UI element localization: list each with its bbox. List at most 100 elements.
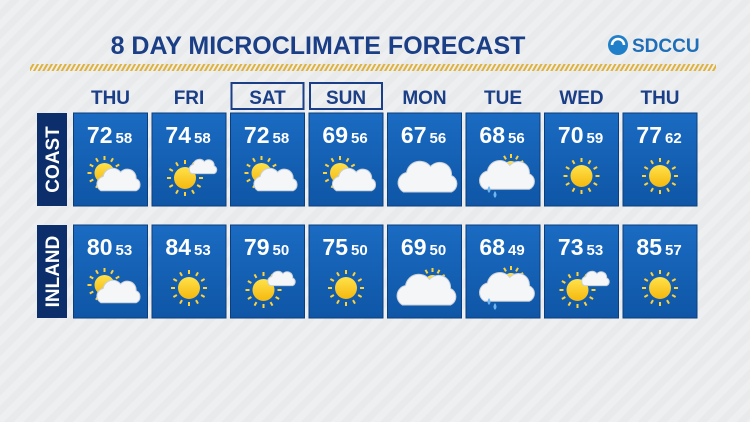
sun-ray [515, 155, 519, 160]
cloud [396, 273, 457, 306]
sun [649, 277, 671, 299]
high-temp: 72 [87, 122, 113, 148]
sun-ray [650, 159, 654, 165]
cloud [479, 272, 535, 302]
weather-icon [563, 158, 600, 194]
sun-ray [345, 157, 350, 163]
sun-ray [168, 184, 174, 188]
sun-ray [567, 273, 572, 279]
rain-drop [487, 186, 491, 193]
sun-ray [571, 159, 576, 165]
sun-ray [253, 301, 258, 307]
sun-ray [272, 163, 277, 168]
sun-ray [247, 296, 252, 300]
forecast-cell [151, 112, 227, 207]
weather-icon [397, 160, 458, 193]
weather-icon [245, 270, 296, 308]
row-label-box [37, 113, 67, 206]
low-temp: 56 [508, 130, 525, 147]
weather-icon [396, 268, 457, 306]
sun-ray [583, 301, 588, 307]
sun-ray [503, 267, 507, 272]
row-label-box [37, 225, 67, 318]
sun-ray [200, 278, 206, 282]
sun-ray [671, 166, 677, 170]
sun-ray [110, 269, 114, 275]
sun-ray [589, 296, 594, 300]
divider [30, 64, 716, 71]
cloud [267, 270, 296, 287]
sun-ray [247, 280, 252, 284]
high-temp: 70 [558, 122, 584, 148]
high-temp: 85 [636, 234, 662, 260]
sun-ray [329, 278, 335, 282]
weather-icon [244, 156, 298, 192]
sun-ray [357, 294, 363, 298]
rain-drop [493, 191, 497, 198]
sun-ray [172, 278, 178, 282]
rain-drop [493, 303, 497, 310]
forecast-cell [544, 224, 619, 319]
sun-ray [561, 280, 566, 284]
low-temp: 56 [430, 130, 447, 147]
title: 8 DAY MICROCLIMATE FORECAST [111, 32, 526, 60]
day-label: TUE [484, 88, 522, 109]
sun-ray [172, 294, 178, 298]
cloud [397, 160, 458, 193]
sun-ray [115, 163, 120, 168]
sun-ray [352, 271, 356, 277]
low-temp: 59 [587, 130, 604, 147]
cloud [96, 279, 141, 304]
sun-ray [503, 155, 507, 160]
sun-ray [567, 301, 572, 307]
sun-ray [253, 273, 258, 279]
sun-ray [650, 271, 654, 277]
low-temp: 53 [116, 242, 133, 259]
day-label: MON [402, 88, 446, 109]
sun-ray [275, 296, 280, 300]
sun-ray [89, 275, 94, 280]
sun-ray [357, 278, 363, 282]
forecast-cell [465, 112, 541, 207]
high-temp: 72 [244, 122, 270, 148]
sun-ray [175, 161, 179, 167]
day-label: SUN [326, 88, 366, 109]
cloud [581, 270, 610, 287]
low-temp: 62 [665, 130, 682, 147]
weather-icon [87, 156, 141, 192]
sun-ray [643, 278, 649, 282]
sun-ray [89, 290, 94, 295]
sun-ray [195, 299, 199, 305]
low-temp: 58 [194, 130, 211, 147]
weather-icon [87, 268, 141, 304]
sun-ray [643, 294, 649, 298]
low-temp: 50 [351, 242, 368, 259]
logo-text: SDCCU [632, 36, 700, 57]
weather-icon [559, 270, 610, 308]
sun [570, 165, 593, 187]
weather-icon [167, 158, 218, 196]
low-temp: 56 [351, 130, 368, 147]
high-temp: 74 [165, 122, 191, 148]
sun-ray [168, 168, 174, 172]
sun-ray [252, 157, 256, 163]
sun [649, 165, 671, 187]
sun-ray [671, 182, 677, 186]
sun-ray [269, 301, 274, 307]
sun-ray [424, 269, 429, 274]
forecast-cell [230, 224, 305, 319]
sun-ray [115, 275, 120, 280]
sun-ray [561, 296, 566, 300]
sun-ray [95, 157, 99, 163]
day-highlight [309, 82, 383, 110]
low-temp: 50 [430, 242, 447, 259]
sun-ray [89, 163, 94, 168]
sun-ray [666, 187, 670, 193]
sun-ray [666, 299, 670, 305]
sun-ray [89, 178, 94, 183]
sun-ray [195, 271, 199, 277]
sun-ray [650, 187, 654, 193]
sun-ray [436, 269, 441, 274]
